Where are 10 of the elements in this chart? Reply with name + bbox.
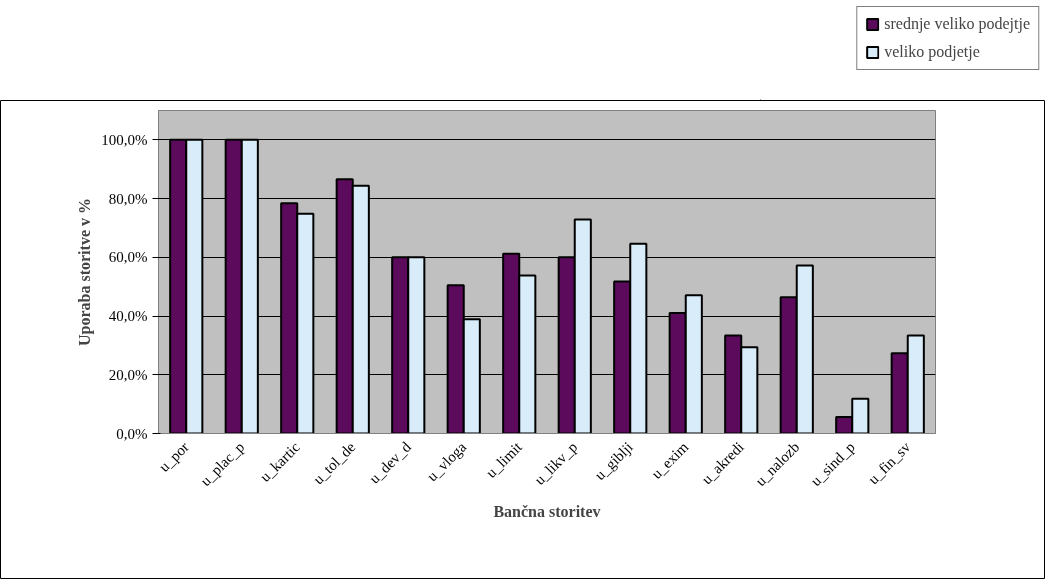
y-tick-label: 100,0%	[101, 131, 148, 148]
y-axis-title: Uporaba storitve v %	[76, 198, 95, 346]
y-tick-label: 20,0%	[108, 366, 148, 383]
y-tick-label: 0,0%	[116, 425, 148, 442]
y-tick-label: 80,0%	[108, 190, 148, 207]
x-axis-title: Bančna storitev	[493, 502, 601, 520]
legend-label: veliko podjetje	[884, 43, 980, 61]
y-tick-label: 60,0%	[108, 249, 148, 266]
y-tick-label: 40,0%	[108, 308, 148, 325]
legend-label: srednje veliko podejtje	[884, 15, 1030, 33]
